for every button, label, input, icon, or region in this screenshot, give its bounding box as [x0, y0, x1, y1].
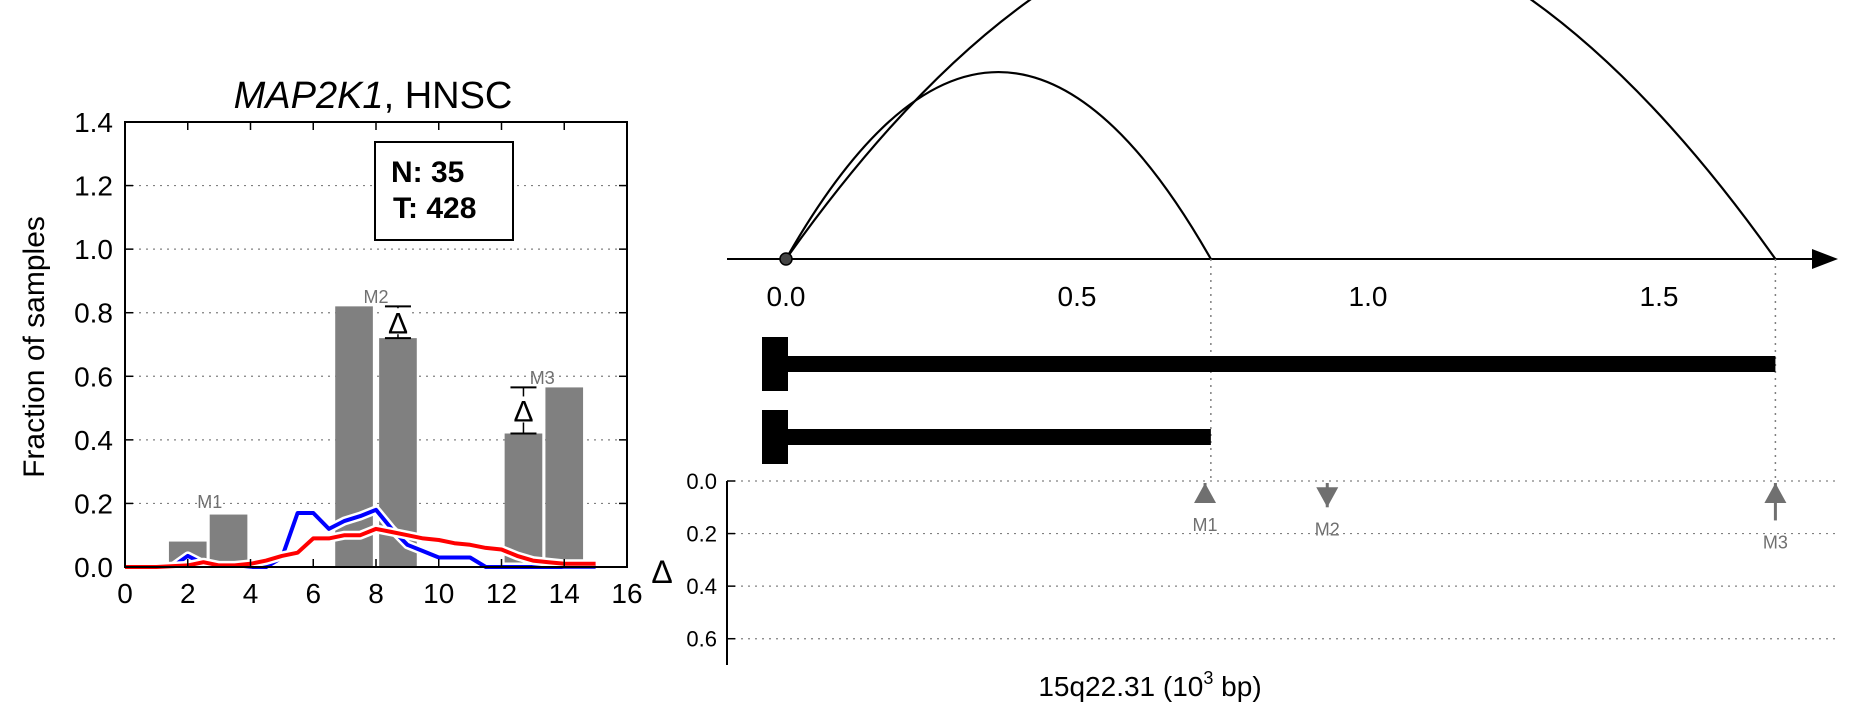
bar-group-label: M3	[530, 368, 555, 388]
delta-tick-label: 0.2	[686, 522, 717, 547]
delta-tick-label: 0.6	[686, 627, 717, 652]
chart-title-gene: MAP2K1	[234, 75, 384, 117]
left-bars	[168, 306, 584, 567]
deleted-segment	[786, 429, 1211, 445]
bar-group-label: M1	[197, 492, 222, 512]
bar	[545, 387, 584, 567]
y-tick-label: 1.0	[74, 234, 113, 265]
bar-group-label: M2	[363, 287, 388, 307]
left-annotations: M1 M2 M3 Δ Δ	[197, 287, 555, 512]
x-tick-label: 0	[117, 578, 133, 609]
x-tick-label: 4	[243, 578, 259, 609]
right-vlines	[1210, 259, 1777, 480]
delta-label-bg	[383, 308, 412, 335]
delta-tick-label: 0.0	[686, 469, 717, 494]
delta-axis-label: Δ	[651, 554, 672, 590]
genome-tick-label: 0.0	[767, 281, 806, 312]
y-tick-label: 0.6	[74, 361, 113, 392]
genome-x-label-sup: 3	[1203, 668, 1213, 688]
x-tick-label: 8	[368, 578, 384, 609]
y-tick-label: 0.4	[74, 425, 113, 456]
y-axis-label: Fraction of samples	[18, 216, 51, 478]
left-ticks: 0.0 0.2 0.4 0.6 0.8 1.0 1.2 1.4 0 2 4 6 8 10 12 14 16	[74, 107, 643, 609]
x-tick-label: 6	[305, 578, 321, 609]
genomic-panel: 0.0 0.5 1.0 1.5 0.0 0.2 0.4 0.6 Δ M1 M2 M3 15q22…	[651, 0, 1838, 702]
legend-box-frame	[374, 141, 514, 241]
delta-tick-label: 0.4	[686, 574, 717, 599]
segment-start-cap	[762, 410, 788, 464]
chart-title: MAP2K1, HNSC	[234, 75, 513, 117]
genome-tick-label: 0.5	[1058, 281, 1097, 312]
right-xticks: 0.0 0.5 1.0 1.5	[767, 281, 1679, 312]
x-tick-label: 12	[486, 578, 517, 609]
y-tick-label: 1.2	[74, 171, 113, 202]
y-tick-label: 0.2	[74, 488, 113, 519]
delta-label: Δ	[388, 307, 408, 340]
right-segments	[762, 337, 1776, 464]
connection-arc	[785, 0, 1777, 260]
genome-tick-label: 1.0	[1349, 281, 1388, 312]
delta-marker-arrow	[1194, 483, 1217, 503]
chart-title-rest: , HNSC	[384, 75, 513, 117]
origin-dot	[779, 252, 793, 266]
genome-x-label-base: 15q22.31 (10	[1038, 671, 1203, 702]
genome-axis-arrowhead	[1812, 249, 1838, 269]
legend-box: N: 35 T: 428	[374, 141, 514, 241]
x-tick-label: 14	[549, 578, 580, 609]
delta-axis: 0.0 0.2 0.4 0.6	[686, 469, 1838, 665]
delta-marker-label: M2	[1315, 519, 1340, 539]
x-tick-label: 10	[423, 578, 454, 609]
delta-marker-arrow	[1764, 483, 1787, 503]
series-line	[125, 526, 596, 569]
left-lines	[125, 505, 596, 572]
delta-marker-arrow	[1316, 487, 1339, 508]
legend-tumor-count: T: 428	[393, 192, 476, 225]
delta-marker-label: M1	[1193, 515, 1218, 535]
segment-start-cap	[762, 337, 788, 391]
genome-tick-label: 1.5	[1640, 281, 1679, 312]
delta-marker-label: M3	[1763, 532, 1788, 552]
genome-x-label-tail: bp)	[1213, 671, 1261, 702]
delta-label-bg	[509, 396, 538, 423]
deleted-segment	[786, 356, 1776, 372]
right-markers: M1 M2 M3	[1193, 483, 1788, 552]
y-tick-label: 0.0	[74, 552, 113, 583]
x-tick-label: 16	[611, 578, 642, 609]
bar	[504, 433, 543, 567]
right-arcs	[785, 0, 1777, 260]
bar	[209, 514, 248, 567]
genome-x-label: 15q22.31 (103 bp)	[1038, 668, 1261, 702]
y-tick-label: 0.8	[74, 298, 113, 329]
y-tick-label: 1.4	[74, 107, 113, 138]
delta-label: Δ	[513, 395, 533, 428]
legend-normal-count: N: 35	[391, 156, 464, 189]
x-tick-label: 2	[180, 578, 196, 609]
connection-arc	[785, 71, 1212, 260]
bar-chart-panel: MAP2K1, HNSC Fraction of samples M1 M2 M3 Δ…	[18, 75, 643, 609]
